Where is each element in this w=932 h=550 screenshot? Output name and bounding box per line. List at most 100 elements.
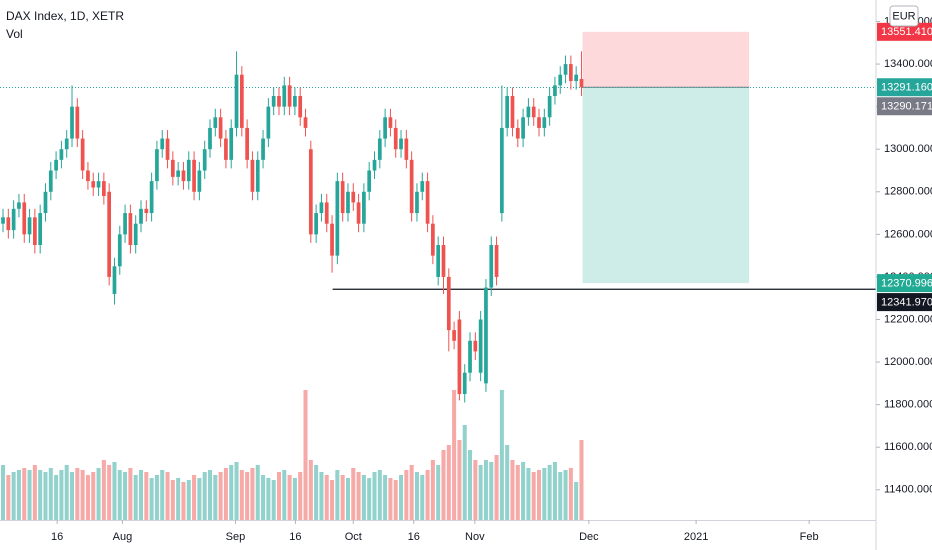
candle-body (468, 340, 472, 373)
candle-body (70, 106, 74, 139)
candle-body (362, 191, 366, 224)
volume-bar (16, 470, 21, 520)
volume-bar (542, 468, 547, 520)
price-label-box (877, 78, 932, 97)
volume-bar (547, 465, 552, 520)
candle-body (367, 170, 372, 192)
y-tick-label: 13400.000 (884, 58, 932, 70)
volume-bar (558, 472, 563, 520)
volume-bar (292, 478, 297, 520)
volume-bar (11, 472, 16, 520)
volume-bar (101, 460, 106, 520)
volume-bar (186, 480, 191, 520)
price-label: 12370.996 (881, 278, 932, 290)
candle-body (38, 213, 43, 245)
candle-body (255, 159, 260, 192)
candle-body (308, 149, 313, 235)
candle-body (377, 138, 382, 160)
volume-bar (213, 475, 218, 520)
x-tick-label: Feb (800, 531, 819, 543)
volume-bar (59, 470, 64, 520)
volume-bar (64, 465, 69, 520)
x-tick-label: 2021 (684, 531, 708, 543)
candle-body (473, 340, 478, 352)
candle-body (33, 217, 37, 245)
candle-body (553, 85, 557, 96)
candle-body (303, 117, 308, 128)
candle-body (484, 287, 488, 384)
volume-bar (54, 475, 59, 520)
candle-body (420, 181, 425, 192)
price-label: 13291.160 (881, 82, 932, 94)
volume-bar (176, 478, 181, 520)
candle-body (563, 64, 568, 75)
volume-bar (80, 470, 85, 520)
candle-body (239, 74, 244, 128)
y-tick-label: 11800.000 (884, 399, 932, 411)
candle-body (457, 319, 462, 394)
volume-bar (298, 472, 303, 520)
volume-bar (123, 472, 128, 520)
volume-bar (388, 478, 393, 520)
candle-body (515, 127, 520, 139)
candle-body (547, 95, 552, 118)
candle-body (478, 319, 483, 373)
candle-body (346, 191, 350, 214)
candle-body (202, 149, 207, 171)
candle-body (155, 149, 159, 182)
candle-body (568, 64, 573, 82)
candle-body (107, 191, 112, 277)
volume-bar (568, 468, 573, 520)
y-tick-label: 12000.000 (884, 356, 932, 368)
volume-bar (308, 460, 313, 520)
candle-body (59, 149, 64, 160)
candle-body (537, 117, 541, 128)
volume-bar (144, 472, 149, 520)
currency: EUR (892, 10, 915, 22)
volume-bar (345, 478, 350, 520)
volume-bar (303, 390, 308, 520)
candle-body (500, 127, 504, 214)
volume-bar (128, 468, 133, 520)
candle-body (48, 170, 53, 192)
volume-bar (351, 468, 356, 520)
volume-bar (462, 425, 467, 520)
candle-body (356, 202, 361, 224)
volume-bar (468, 450, 473, 520)
volume-bar (330, 480, 335, 520)
volume-bar (181, 482, 186, 520)
volume-bar (383, 475, 388, 520)
currency-box[interactable] (889, 5, 919, 27)
volume-bar (22, 468, 27, 520)
volume-bar (563, 470, 568, 520)
candle-body (197, 170, 202, 192)
volume-bar (521, 462, 526, 520)
volume-bar (483, 460, 488, 520)
volume-bar (218, 472, 223, 520)
candle-body (383, 117, 387, 139)
candle-body (86, 170, 90, 182)
volume-bar (324, 475, 329, 520)
candle-body (351, 191, 356, 203)
candle-body (149, 181, 154, 214)
volume-bar (96, 468, 101, 520)
volume-bar (531, 472, 536, 520)
volume-bar (234, 462, 239, 520)
candle-body (1, 217, 5, 224)
candle-body (415, 191, 419, 214)
candle-body (409, 159, 414, 214)
candle-body (298, 95, 303, 118)
candle-body (271, 95, 276, 107)
volume-bar (574, 482, 579, 520)
candle-body (43, 191, 48, 214)
volume-bar (505, 445, 510, 520)
candle-body (510, 95, 515, 128)
candle-body (446, 276, 451, 331)
candle-body (558, 74, 563, 86)
x-tick-label: 16 (289, 531, 301, 543)
candle-body (505, 95, 510, 128)
volume-bar (414, 472, 419, 520)
candle-body (117, 234, 122, 267)
candle-body (282, 85, 287, 107)
candle-body (144, 208, 149, 214)
